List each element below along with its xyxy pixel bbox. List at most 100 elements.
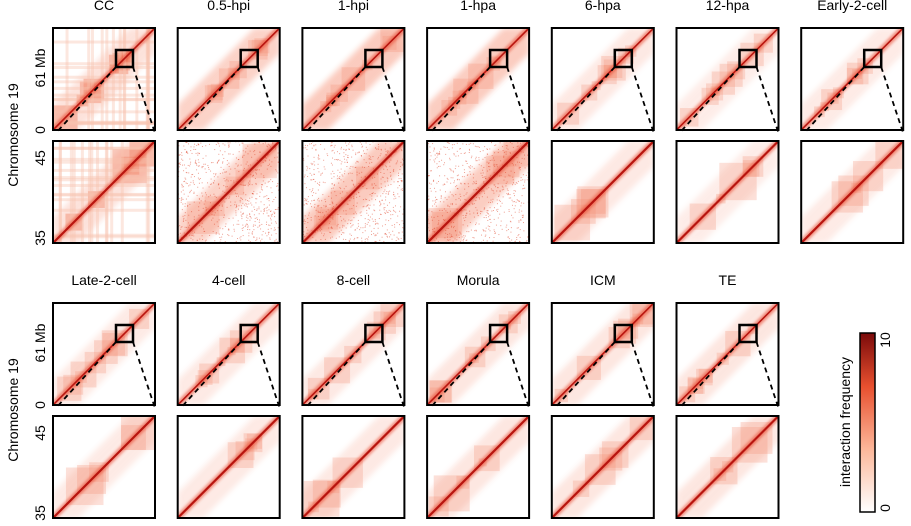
speckle <box>313 178 315 180</box>
speckle <box>180 199 182 201</box>
speckle <box>276 170 278 172</box>
speckle <box>197 177 199 179</box>
speckle <box>368 158 370 160</box>
speckle <box>489 166 491 168</box>
speckle <box>459 193 461 195</box>
speckle <box>324 198 326 200</box>
speckle <box>189 203 191 205</box>
speckle <box>354 167 356 169</box>
speckle <box>304 200 306 202</box>
speckle <box>460 182 462 184</box>
speckle <box>355 229 357 231</box>
speckle <box>244 226 246 228</box>
speckle <box>498 195 500 197</box>
speckle <box>447 205 449 207</box>
speckle <box>362 206 364 208</box>
speckle <box>306 227 308 229</box>
zoom-link <box>256 341 281 409</box>
speckle <box>458 179 460 181</box>
speckle <box>179 164 181 166</box>
stripe <box>147 28 151 130</box>
speckle <box>491 159 493 161</box>
speckle <box>210 162 212 164</box>
speckle <box>380 171 382 173</box>
speckle <box>517 235 519 237</box>
speckle <box>508 197 510 199</box>
speckle <box>348 148 350 150</box>
diagonal <box>302 303 405 405</box>
speckle <box>372 187 374 189</box>
speckle <box>181 198 183 200</box>
speckle <box>353 184 355 186</box>
speckle <box>385 154 387 156</box>
speckle <box>317 163 319 165</box>
speckle <box>303 147 305 149</box>
overview-bottom-label: 0 <box>32 401 48 409</box>
speckle <box>253 229 255 231</box>
speckle <box>211 219 213 221</box>
speckle <box>230 205 232 207</box>
speckle <box>303 219 305 221</box>
speckle <box>246 223 248 225</box>
frame <box>52 415 156 519</box>
speckle <box>331 177 333 179</box>
speckle <box>191 152 193 154</box>
speckle <box>463 169 465 171</box>
panel-title: Morula <box>457 272 500 288</box>
speckle <box>252 193 254 195</box>
speckle <box>247 225 249 227</box>
speckle <box>451 225 453 227</box>
speckle <box>489 214 491 216</box>
heatmap <box>426 140 531 244</box>
speckle <box>513 192 515 194</box>
speckle <box>303 231 305 233</box>
speckle <box>401 231 403 233</box>
speckle <box>187 205 189 207</box>
speckle <box>490 221 492 223</box>
speckle <box>332 170 334 172</box>
speckle <box>517 142 519 144</box>
speckle <box>487 213 489 215</box>
speckle <box>465 209 467 211</box>
speckle <box>487 148 489 150</box>
speckle <box>192 239 194 241</box>
speckle <box>263 210 265 212</box>
speckle <box>492 198 494 200</box>
speckle <box>351 219 353 221</box>
stripe <box>53 198 155 202</box>
speckle <box>364 225 366 227</box>
speckle <box>270 165 272 167</box>
speckle <box>505 153 507 155</box>
speckle <box>453 144 455 146</box>
speckle <box>446 141 448 143</box>
speckle <box>262 230 264 232</box>
speckle <box>473 216 475 218</box>
speckle <box>256 237 258 239</box>
speckle <box>334 191 336 193</box>
speckle <box>384 233 386 235</box>
speckle <box>495 144 497 146</box>
speckle <box>493 218 495 220</box>
speckle <box>184 226 186 228</box>
speckle <box>228 229 230 231</box>
speckle <box>249 241 251 243</box>
speckle <box>220 239 222 241</box>
speckle <box>262 180 264 182</box>
heatmap <box>675 415 780 519</box>
speckle <box>516 146 518 148</box>
speckle <box>487 213 489 215</box>
speckle <box>251 196 253 198</box>
speckle <box>377 156 379 158</box>
speckle <box>455 155 457 157</box>
diagonal <box>676 303 779 405</box>
speckle <box>258 141 260 143</box>
heatmap-body <box>53 141 155 243</box>
heatmap-body <box>53 28 155 130</box>
speckle <box>201 226 203 228</box>
speckle <box>446 211 448 213</box>
speckle <box>243 212 245 214</box>
speckle <box>433 216 435 218</box>
speckle <box>379 239 381 241</box>
speckle <box>344 158 346 160</box>
